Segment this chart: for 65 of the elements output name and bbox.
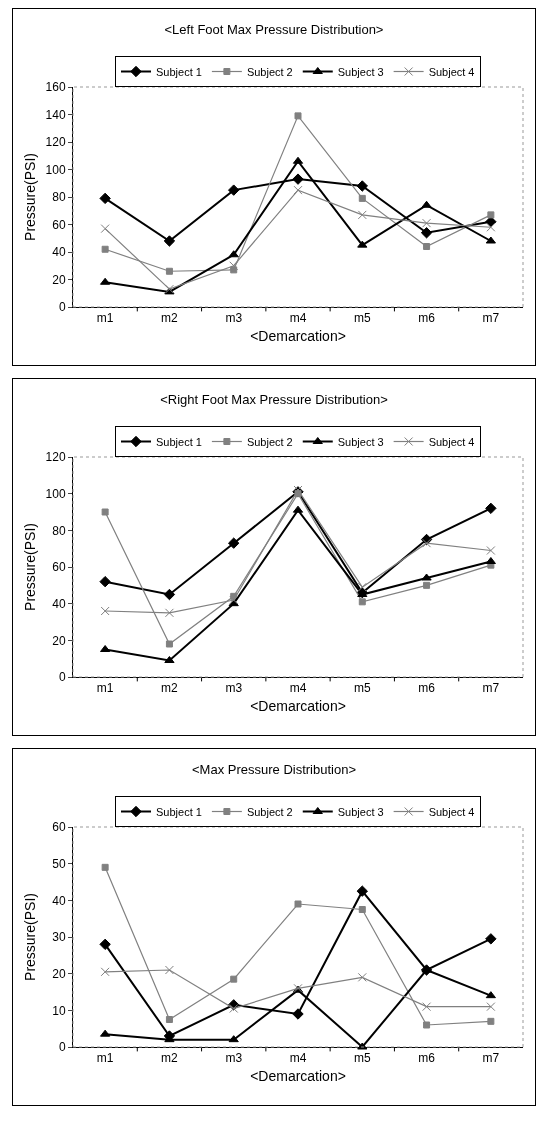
x-tick-label: m4 xyxy=(289,681,307,696)
y-tick-label: 120 xyxy=(45,450,66,465)
y-tick-label: 80 xyxy=(52,190,66,205)
x-tick-label: m1 xyxy=(96,311,114,326)
x-tick-label: m5 xyxy=(353,681,371,696)
legend-label: Subject 1 xyxy=(156,805,202,818)
y-tick-label: 60 xyxy=(52,217,66,232)
y-axis-title: Pressure(PSI) xyxy=(22,893,38,981)
y-axis-title: Pressure(PSI) xyxy=(22,153,38,241)
legend-label: Subject 3 xyxy=(337,65,384,78)
y-tick-label: 20 xyxy=(52,966,66,981)
legend-label: Subject 2 xyxy=(246,435,293,448)
y-tick-label: 100 xyxy=(45,162,66,177)
y-tick-label: 20 xyxy=(52,272,66,287)
x-tick-label: m7 xyxy=(482,681,500,696)
y-tick-label: 10 xyxy=(52,1003,66,1018)
x-tick-label: m4 xyxy=(289,1051,307,1066)
legend-label: Subject 2 xyxy=(246,805,293,818)
x-tick-label: m3 xyxy=(225,311,243,326)
x-tick-label: m5 xyxy=(353,1051,371,1066)
legend-label: Subject 4 xyxy=(428,805,475,818)
y-tick-label: 60 xyxy=(52,820,66,835)
x-tick-label: m3 xyxy=(225,681,243,696)
legend-label: Subject 3 xyxy=(337,435,384,448)
x-tick-label: m7 xyxy=(482,311,500,326)
x-tick-label: m4 xyxy=(289,311,307,326)
y-tick-label: 140 xyxy=(45,107,66,122)
chart-title: <Left Foot Max Pressure Distribution> xyxy=(164,22,384,38)
x-tick-label: m2 xyxy=(161,681,179,696)
x-tick-label: m1 xyxy=(96,681,114,696)
legend-label: Subject 1 xyxy=(156,65,202,78)
legend-label: Subject 4 xyxy=(428,435,475,448)
x-axis-title: <Demarcation> xyxy=(250,327,346,344)
y-tick-label: 80 xyxy=(52,523,66,538)
chart-title: <Max Pressure Distribution> xyxy=(191,762,357,778)
y-tick-label: 50 xyxy=(52,856,66,871)
y-axis-title: Pressure(PSI) xyxy=(22,523,38,611)
y-tick-label: 40 xyxy=(52,893,66,908)
x-tick-label: m1 xyxy=(96,1051,114,1066)
x-tick-label: m5 xyxy=(353,311,371,326)
y-tick-label: 0 xyxy=(58,670,66,685)
x-tick-label: m6 xyxy=(418,311,436,326)
y-tick-label: 0 xyxy=(58,300,66,315)
x-tick-label: m3 xyxy=(225,1051,243,1066)
x-tick-label: m2 xyxy=(161,1051,179,1066)
legend-label: Subject 1 xyxy=(156,435,202,448)
y-tick-label: 30 xyxy=(52,930,66,945)
y-tick-label: 0 xyxy=(58,1040,66,1055)
y-tick-label: 60 xyxy=(52,560,66,575)
y-tick-label: 40 xyxy=(52,596,66,611)
x-tick-label: m7 xyxy=(482,1051,500,1066)
x-axis-title: <Demarcation> xyxy=(250,1067,346,1084)
x-tick-label: m6 xyxy=(418,681,436,696)
legend-label: Subject 2 xyxy=(246,65,293,78)
x-axis-title: <Demarcation> xyxy=(250,697,346,714)
legend-label: Subject 4 xyxy=(428,65,475,78)
x-tick-label: m2 xyxy=(161,311,179,326)
x-tick-label: m6 xyxy=(418,1051,436,1066)
y-tick-label: 20 xyxy=(52,633,66,648)
y-tick-label: 160 xyxy=(45,80,66,95)
chart-title: <Right Foot Max Pressure Distribution> xyxy=(160,392,388,408)
y-tick-label: 100 xyxy=(45,486,66,501)
legend-label: Subject 3 xyxy=(337,805,384,818)
y-tick-label: 120 xyxy=(45,135,66,150)
y-tick-label: 40 xyxy=(52,245,66,260)
